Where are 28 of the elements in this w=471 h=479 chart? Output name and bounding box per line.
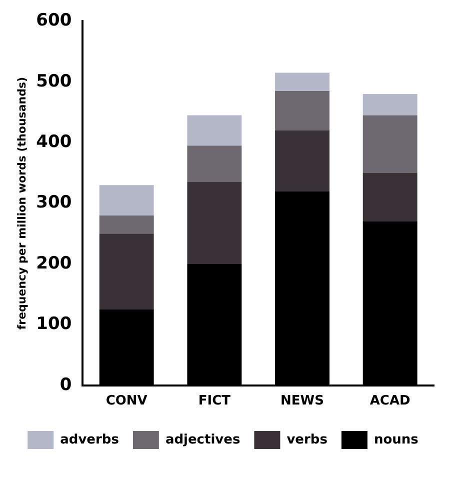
bar <box>99 215 154 234</box>
y-tick-label: 300 <box>36 192 72 213</box>
x-tick-label: CONV <box>106 394 148 409</box>
legend-label: adjectives <box>165 432 240 448</box>
y-tick-label: 600 <box>36 10 72 31</box>
bar <box>362 172 418 222</box>
y-tick-label: 0 <box>60 374 72 395</box>
bar <box>275 91 330 130</box>
legend-label: adverbs <box>60 432 120 448</box>
y-axis-title: frequency per million words (thousands) <box>15 76 28 330</box>
y-tick-label: 400 <box>36 132 72 152</box>
y-tick-label: 500 <box>36 71 72 92</box>
y-tick-label: 200 <box>36 253 72 274</box>
bar <box>275 72 330 92</box>
bar <box>362 94 418 116</box>
bar <box>99 185 154 216</box>
bar <box>187 182 242 264</box>
legend-label: verbs <box>286 432 328 448</box>
x-tick-label: FICT <box>198 394 231 409</box>
x-tick-label: ACAD <box>370 394 411 409</box>
bar <box>99 234 154 310</box>
bar <box>275 130 330 192</box>
y-tick-label: 100 <box>36 314 72 334</box>
bar <box>362 115 418 173</box>
bar <box>187 115 242 146</box>
legend-label: nouns <box>374 432 419 448</box>
bar <box>187 146 242 182</box>
x-tick-label: NEWS <box>280 394 324 409</box>
